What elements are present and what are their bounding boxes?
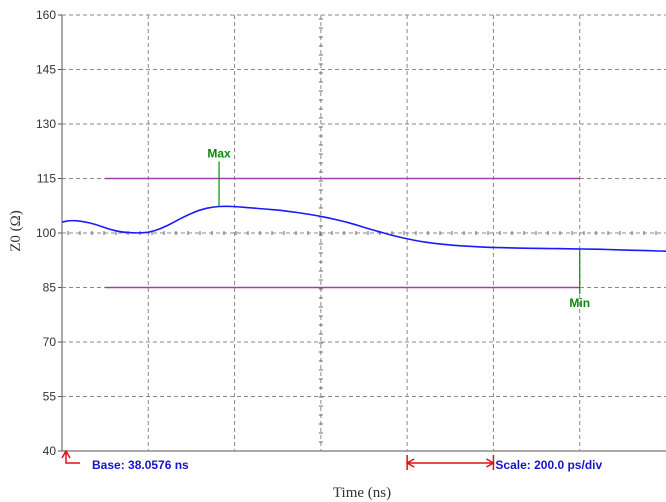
base-scale-info: Base: 38.0576 ns Scale: 200.0 ps/div <box>61 449 602 472</box>
max-marker-label: Max <box>207 146 231 160</box>
base-arrow <box>65 452 80 464</box>
y-tick-label: 85 <box>43 281 57 295</box>
series <box>61 205 666 252</box>
scale-bar-arrow <box>486 458 495 468</box>
y-tick-labels: 40 55 70 85 100 115 130 145 160 <box>36 8 56 458</box>
min-marker-label: Min <box>569 296 590 310</box>
y-tick-label: 55 <box>43 390 57 404</box>
y-tick-label: 100 <box>36 226 56 240</box>
scale-label: Scale: 200.0 ps/div <box>495 458 602 472</box>
y-tick-label: 160 <box>36 8 56 22</box>
grid <box>58 14 666 452</box>
limit-lines <box>105 177 580 289</box>
y-tick-label: 40 <box>43 444 57 458</box>
series-line <box>61 205 666 252</box>
y-tick-label: 145 <box>36 63 56 77</box>
x-axis-label: Time (ns) <box>333 485 391 501</box>
base-arrow-head <box>61 449 71 459</box>
y-axis-label: Z0 (Ω) <box>8 210 24 252</box>
markers: Max Min <box>207 146 590 310</box>
y-tick-label: 70 <box>43 335 57 349</box>
y-tick-label: 115 <box>37 172 56 186</box>
scale-bar-arrow <box>405 458 415 468</box>
y-tick-label: 130 <box>36 117 56 131</box>
base-label: Base: 38.0576 ns <box>92 458 189 472</box>
